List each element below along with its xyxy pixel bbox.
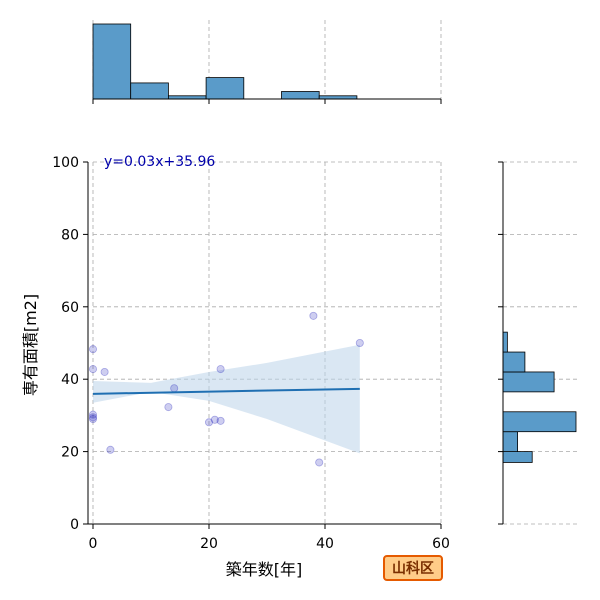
scatter-point: [170, 384, 179, 393]
marginal-y-bar: [502, 371, 555, 393]
marginal-y-bar: [502, 431, 519, 453]
scatter-point: [216, 416, 225, 425]
scatter-point: [89, 413, 98, 422]
scatter-point: [89, 345, 98, 354]
x-tick-label: 20: [200, 536, 218, 552]
marginal-x-histogram: [92, 23, 442, 104]
y-axis-title: 専有面積[m2]: [21, 294, 40, 396]
y-tick-label: 80: [61, 227, 79, 243]
y-tick-label: 60: [61, 300, 79, 316]
y-tick-label: 20: [61, 445, 79, 461]
marginal-y-bar: [502, 351, 526, 373]
scatter-point: [315, 458, 324, 467]
regression-line-group: [92, 387, 360, 395]
district-badge: 山科区: [383, 555, 443, 581]
marginal-x-bar: [281, 91, 320, 100]
scatter-point: [309, 311, 318, 320]
confidence-band-area: [93, 344, 360, 454]
marginal-x-bar: [130, 82, 169, 100]
confidence-band: [93, 344, 360, 454]
marginal-y-bar: [502, 451, 533, 463]
scatter-point: [100, 367, 109, 376]
x-tick-label: 60: [432, 536, 450, 552]
scatter-point: [106, 445, 115, 454]
scatter-points: [89, 311, 364, 467]
y-tick-label: 0: [70, 517, 79, 533]
x-tick-label: 40: [316, 536, 334, 552]
scatter-point: [89, 365, 98, 374]
scatter-point: [164, 403, 173, 412]
x-tick-label: 0: [89, 536, 98, 552]
marginal-x-bar: [92, 23, 132, 100]
marginal-y-histogram: [498, 161, 577, 525]
scatter-point: [355, 338, 364, 347]
scatter-point: [89, 415, 98, 424]
regression-equation: y=0.03x+35.96: [104, 154, 215, 170]
marginal-y-bar: [502, 411, 577, 433]
scatter-point: [204, 418, 213, 427]
y-tick-label: 40: [61, 372, 79, 388]
scatter-point: [210, 415, 219, 424]
scatter-point: [89, 410, 98, 419]
labels: 築年数[年] 専有面積[m2] y=0.03x+35.96: [21, 154, 302, 579]
regression-line: [92, 387, 360, 395]
axes: 0 20 40 60 0 20 40 60 80 100: [52, 155, 450, 552]
y-tick-label: 100: [52, 155, 79, 171]
marginal-x-bar: [205, 77, 245, 100]
marginal-y-bar: [502, 331, 508, 353]
x-axis-title: 築年数[年]: [226, 560, 303, 579]
scatter-point: [216, 365, 225, 374]
